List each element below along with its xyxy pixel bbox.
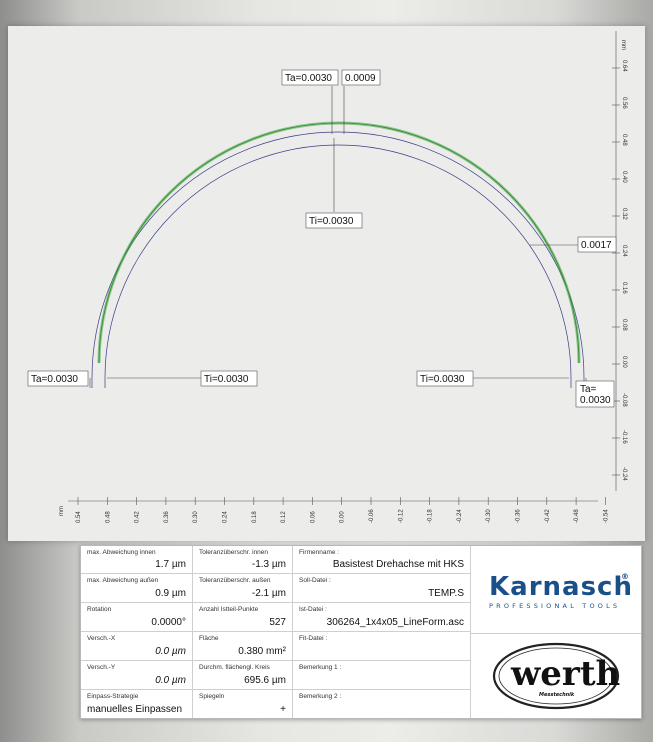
cell-rotation: Rotation 0.0000°: [81, 603, 193, 632]
svg-text:Ti=0.0030: Ti=0.0030: [204, 374, 249, 385]
measured-profile: [98, 122, 580, 364]
right-tick-label: -0.24: [621, 467, 627, 481]
right-tick-label: 0.24: [621, 245, 627, 257]
bottom-tick-label: -0.24: [457, 509, 463, 523]
cell-spiegeln: Spiegeln +: [193, 690, 293, 718]
cell-firmenname: Firmenname : Basistest Drehachse mit HKS: [293, 546, 471, 574]
annotation-ti-right: Ti=0.0030: [416, 370, 474, 387]
bottom-tick-label: 0.12: [281, 511, 287, 523]
bottom-tick-label: 0.54: [76, 511, 82, 523]
svg-text:Ta=0.0030: Ta=0.0030: [31, 374, 78, 385]
karnasch-logo: Karnasch ® PROFESSIONAL TOOLS: [471, 546, 641, 634]
bottom-tick-label: 0.06: [310, 511, 316, 523]
right-tick-label: -0.16: [621, 430, 627, 444]
bottom-tick-label: 0.48: [105, 511, 111, 523]
annotation-ti-left: Ti=0.0030: [200, 370, 258, 387]
bottom-axis-unit: mm: [59, 506, 65, 516]
cell-tol-aussen: Toleranzüberschr. außen -2.1 µm: [193, 574, 293, 603]
inner-tolerance-arc: [104, 144, 572, 379]
bottom-tick-label: -0.06: [369, 509, 375, 523]
right-tick-label: 0.16: [621, 282, 627, 294]
bottom-tick-label: -0.42: [545, 509, 551, 523]
annotation-ta-left: Ta=0.0030: [27, 370, 89, 387]
cell-durchm: Durchm. flächengl. Kreis 695.6 µm: [193, 661, 293, 690]
bottom-tick-label: 0.30: [193, 511, 199, 523]
measurement-sheet: 0.64 0.56 0.48 0.40 0.32 0.24 0.16 0.08 0.00 -0.0…: [8, 26, 645, 541]
cell-versch-y: Versch.-Y 0.0 µm: [81, 661, 193, 690]
cell-tol-innen: Toleranzüberschr. innen -1.3 µm: [193, 546, 293, 574]
svg-text:0.0030: 0.0030: [580, 395, 611, 406]
right-tick-label: 0.32: [621, 208, 627, 220]
bottom-tick-label: -0.54: [603, 509, 609, 523]
annotation-dev-right: 0.0017: [577, 236, 617, 253]
bottom-tick-label: -0.12: [398, 509, 404, 523]
right-tick-label: 0.00: [621, 356, 627, 368]
right-axis-unit: mm: [620, 40, 626, 50]
form-plot: 0.64 0.56 0.48 0.40 0.32 0.24 0.16 0.08 0.00 -0.0…: [27, 31, 627, 523]
cell-flaeche: Fläche 0.380 mm²: [193, 632, 293, 661]
annotation-ti-top: Ti=0.0030: [305, 212, 363, 229]
svg-text:Ti=0.0030: Ti=0.0030: [309, 216, 354, 227]
bottom-tick-label: 0.42: [135, 511, 141, 523]
cell-einpass: Einpass-Strategie manuelles Einpassen: [81, 690, 193, 718]
bottom-tick-label: 0.18: [252, 511, 258, 523]
annotation-ta-top: Ta=0.0030: [281, 69, 339, 86]
right-tick-label: 0.48: [621, 134, 627, 146]
right-tick-label: -0.08: [621, 393, 627, 407]
cell-bemerkung-1: Bemerkung 1 :: [293, 661, 471, 690]
right-tick-label: 0.40: [621, 171, 627, 183]
cell-soll-datei: Soll-Datei : TEMP.S: [293, 574, 471, 603]
svg-text:Ta=0.0030: Ta=0.0030: [285, 73, 332, 84]
werth-logo: werth Messtechnik: [471, 634, 641, 718]
cell-bemerkung-2: Bemerkung 2 :: [293, 690, 471, 718]
measured-profile-band: [97, 121, 581, 364]
svg-text:Ti=0.0030: Ti=0.0030: [420, 374, 465, 385]
svg-text:0.0009: 0.0009: [345, 73, 376, 84]
right-tick-label: 0.08: [621, 319, 627, 331]
bottom-tick-label: -0.36: [516, 509, 522, 523]
annotation-ta-right: Ta= 0.0030: [575, 380, 615, 408]
right-axis-ticks: 0.64 0.56 0.48 0.40 0.32 0.24 0.16 0.08 0.00 -0.0…: [612, 60, 627, 481]
cell-max-abw-innen: max. Abweichung innen 1.7 µm: [81, 546, 193, 574]
result-table: max. Abweichung innen 1.7 µm max. Abweich…: [80, 545, 642, 719]
cell-anzahl: Anzahl Istteil-Punkte 527: [193, 603, 293, 632]
right-tick-label: 0.56: [621, 97, 627, 109]
bottom-tick-label: -0.18: [428, 509, 434, 523]
svg-text:0.0017: 0.0017: [581, 240, 612, 251]
outer-tolerance-arc: [91, 131, 585, 379]
cell-fit-datei: Fit-Datei :: [293, 632, 471, 661]
bottom-tick-label: 0.36: [164, 511, 170, 523]
cell-ist-datei: Ist-Datei :306264_1x4x05_LineForm.asc: [293, 603, 471, 632]
bottom-tick-label: -0.48: [574, 509, 580, 523]
cell-max-abw-aussen: max. Abweichung außen 0.9 µm: [81, 574, 193, 603]
bottom-tick-label: 0.00: [340, 511, 346, 523]
bottom-tick-label: 0.24: [223, 511, 229, 523]
svg-text:Ta=: Ta=: [580, 384, 597, 395]
annotation-dev-top: 0.0009: [341, 69, 381, 86]
bottom-tick-label: -0.30: [486, 509, 492, 523]
cell-versch-x: Versch.-X 0.0 µm: [81, 632, 193, 661]
bottom-axis-ticks: 0.54 0.48 0.42 0.36 0.30 0.24 0.18 0.12 0.06 0.00…: [76, 497, 609, 523]
right-tick-label: 0.64: [621, 60, 627, 72]
